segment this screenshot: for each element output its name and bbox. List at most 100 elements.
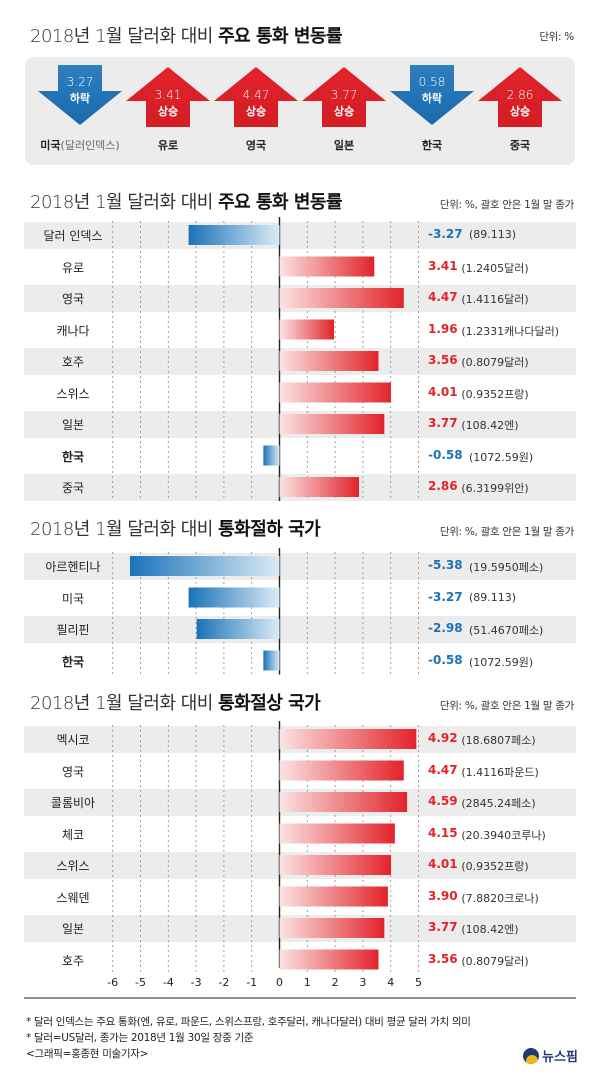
x-tick-label: -1 [246, 976, 257, 989]
value-label: 4.01 [428, 857, 458, 871]
value-label: 3.90 [428, 888, 458, 903]
arrow-value: 4.47 [242, 88, 270, 102]
close-note: (20.3940코루나) [461, 828, 546, 842]
value-label: -2.98 [428, 621, 463, 635]
value-label: 3.56 [428, 951, 458, 966]
logo-mark-icon [523, 1048, 540, 1064]
x-tick-label: 5 [415, 976, 422, 989]
close-note: (1.2331캐나다달러) [461, 324, 560, 338]
top-title-bold: 주요 통화 변동률 [218, 26, 343, 47]
value-label: 4.47 [428, 762, 458, 777]
value-label: 4.59 [428, 794, 458, 808]
category-label: 일본 [61, 418, 85, 432]
arrow-label-main: 일본 [333, 139, 355, 152]
category-label: 스웨덴 [56, 890, 90, 905]
arrow-label-main: 한국 [421, 139, 443, 152]
close-note: (1072.59원) [469, 450, 534, 464]
footnote-1: * 달러 인덱스는 주요 통화(엔, 유로, 파운드, 스위스프랑, 호주달러,… [26, 1016, 471, 1028]
arrow-value: 3.77 [330, 88, 358, 102]
category-label: 한국 [61, 654, 85, 669]
category-label: 달러 인덱스 [43, 229, 103, 243]
category-label: 영국 [61, 292, 85, 306]
arrow-status: 상승 [333, 105, 355, 118]
x-tick-label: -2 [218, 976, 229, 989]
arrow-label-main: 중국 [509, 139, 531, 152]
bar [279, 256, 375, 277]
arrow-value: 3.41 [154, 88, 182, 102]
section-2-title-bold: 통화절하 국가 [218, 519, 321, 540]
arrow-down-icon [390, 65, 474, 125]
arrow-label-main: 미국 [40, 139, 61, 152]
close-note: (108.42엔) [461, 419, 519, 432]
section-3-title-light: 2018년 1월 달러화 대비 [30, 693, 219, 714]
top-unit: 단위: % [539, 31, 574, 43]
category-label: 한국 [61, 449, 85, 464]
value-label: 2.86 [428, 479, 458, 493]
close-note: (0.9352프랑) [461, 860, 529, 873]
arrow-label: 영국 [197, 137, 315, 153]
close-note: (1072.59원) [469, 655, 534, 669]
value-label: 4.15 [428, 825, 458, 840]
row-background [24, 552, 576, 580]
close-note: (1.4116달러) [461, 293, 529, 306]
bar [263, 650, 280, 671]
category-label: 미국 [61, 591, 85, 606]
bar [188, 587, 280, 608]
close-note: (7.8820크로나) [461, 891, 539, 905]
close-note: (1.4116파운드) [461, 765, 539, 779]
value-label: 4.92 [428, 731, 458, 745]
arrow-label: 중국 [461, 137, 579, 153]
value-label: 4.01 [428, 384, 458, 399]
arrow-label: 미국(달러인덱스) [21, 137, 139, 153]
close-note: (19.5950페소) [469, 561, 544, 574]
currency-arrow-0: 3.27 하락 미국(달러인덱스) [36, 63, 124, 163]
bar [279, 949, 379, 970]
x-tick-label: -6 [107, 976, 118, 989]
value-label: 3.56 [428, 353, 458, 367]
arrow-down-icon [38, 65, 122, 125]
close-note: (1.2405달러) [461, 261, 529, 275]
arrow-status: 상승 [245, 105, 267, 118]
bar [279, 319, 334, 340]
top-title: 2018년 1월 달러화 대비 주요 통화 변동률 [30, 22, 343, 48]
category-label: 일본 [61, 922, 85, 936]
arrow-label-main: 유로 [157, 139, 179, 152]
section-2-title: 2018년 1월 달러화 대비 통화절하 국가 [30, 515, 321, 541]
section-1-title: 2018년 1월 달러화 대비 주요 통화 변동률 [30, 188, 343, 214]
arrow-label-main: 영국 [245, 139, 267, 152]
section-1-title-light: 2018년 1월 달러화 대비 [30, 192, 219, 213]
footnote-credit: <그래픽=홍종현 미술기자> [26, 1048, 149, 1060]
arrow-up-icon [478, 67, 562, 127]
category-label: 콜롬비아 [50, 796, 96, 810]
logo-text: 뉴스핌 [542, 1050, 578, 1065]
arrow-label-note: (달러인덱스) [60, 139, 120, 152]
section-3-title-bold: 통화절상 국가 [218, 693, 321, 714]
row-background [24, 615, 576, 643]
close-note: (108.42엔) [461, 923, 519, 936]
value-label: -0.58 [428, 447, 463, 462]
bar [263, 445, 280, 466]
arrow-up-icon [302, 67, 386, 127]
row-background [24, 221, 576, 249]
arrow-status: 상승 [509, 105, 531, 118]
value-label: 3.77 [428, 416, 458, 430]
bar [279, 823, 395, 844]
category-label: 영국 [61, 764, 85, 779]
value-label: 3.77 [428, 920, 458, 934]
category-label: 유로 [61, 260, 85, 275]
value-label: 4.47 [428, 290, 458, 304]
category-label: 호주 [61, 953, 85, 968]
category-label: 필리핀 [56, 623, 90, 637]
arrow-up-icon [214, 67, 298, 127]
category-label: 캐나다 [56, 323, 90, 338]
arrow-status: 상승 [157, 105, 179, 118]
arrow-status: 하락 [421, 92, 443, 105]
arrow-value: 2.86 [506, 88, 534, 102]
close-note: (18.6807페소) [461, 734, 536, 747]
section-1-unit: 단위: %, 괄호 안은 1월 말 종가 [439, 199, 574, 211]
x-tick-label: -3 [191, 976, 202, 989]
section-3-unit: 단위: %, 괄호 안은 1월 말 종가 [439, 700, 574, 712]
category-label: 스위스 [56, 386, 90, 401]
category-label: 중국 [61, 481, 85, 495]
